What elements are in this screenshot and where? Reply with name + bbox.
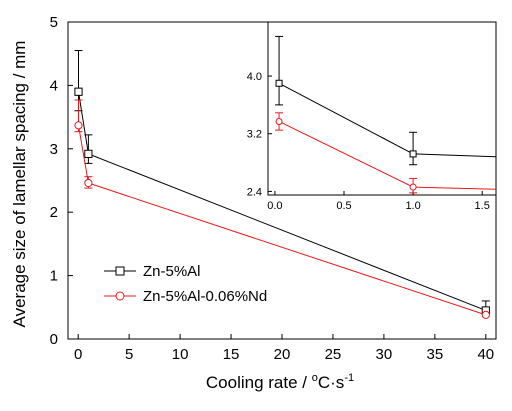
- inset-plot-frame: [267, 21, 497, 196]
- inset-data-point-zn-5-al: [409, 150, 417, 158]
- data-point-zn-5-al: [74, 87, 83, 96]
- x-axis-label-main: Cooling rate /: [206, 373, 312, 392]
- data-point-zn-5-al-0-06-nd: [74, 121, 83, 130]
- y-tick-label: 2: [50, 204, 58, 221]
- x-axis-label: Cooling rate / oC·s-1: [206, 372, 354, 392]
- x-axis-label-unit: C·s: [318, 373, 344, 392]
- y-tick-label: 0: [50, 331, 58, 348]
- data-point-zn-5-al-0-06-nd: [481, 310, 490, 320]
- y-tick-label: 1: [50, 268, 58, 285]
- legend-marker-zn-5-al: [115, 266, 125, 276]
- y-tick-label: 3: [50, 141, 58, 158]
- x-tick-label: 20: [274, 346, 291, 363]
- inset-x-tick-label: 0.0: [267, 200, 282, 212]
- x-tick-label: 5: [125, 346, 133, 363]
- y-axis-label: Average size of lamellar spacing / mm: [10, 41, 29, 328]
- inset-y-tick-label: 3.2: [247, 129, 262, 141]
- inset-axis-ticks: 0.0 0.5 1.0 1.5 2.4 3.2 4.0: [247, 71, 490, 212]
- x-tick-label: 15: [223, 346, 240, 363]
- inset-series-line-zn-5-al: [278, 82, 497, 158]
- main-plot-frame: [67, 21, 497, 340]
- x-tick-label: 10: [172, 346, 189, 363]
- main-series-layer: [74, 50, 490, 320]
- inset-x-tick-label: 0.5: [336, 200, 351, 212]
- inset-data-point-zn-5-al: [275, 79, 283, 87]
- inset-series-layer: [275, 35, 497, 194]
- inset-data-point-zn-5-al-0-06-nd: [275, 117, 283, 125]
- x-axis-label-degree: o: [312, 372, 318, 384]
- x-tick-label: 25: [325, 346, 342, 363]
- x-tick-label: 40: [477, 346, 494, 363]
- legend-label-zn-5-al: Zn-5%Al: [143, 263, 201, 280]
- x-tick-label: 0: [74, 346, 82, 363]
- legend: Zn-5%Al Zn-5%Al-0.06%Nd: [104, 263, 267, 305]
- main-axis-ticks: 0 5 10 15 20 25 30 35 40 0 1 2 3 4 5: [50, 14, 494, 363]
- inset-x-tick-label: 1.5: [475, 200, 490, 212]
- inset-data-point-zn-5-al-0-06-nd: [409, 183, 417, 191]
- x-tick-label: 30: [376, 346, 393, 363]
- legend-label-zn-5-al-0-06-nd: Zn-5%Al-0.06%Nd: [143, 288, 267, 305]
- inset-y-tick-label: 2.4: [247, 186, 262, 198]
- y-tick-label: 5: [50, 14, 58, 31]
- x-axis-label-exponent: -1: [344, 372, 354, 384]
- x-tick-label: 35: [427, 346, 444, 363]
- data-point-zn-5-al: [84, 149, 93, 158]
- data-point-zn-5-al-0-06-nd: [84, 178, 93, 188]
- inset-x-tick-label: 1.0: [405, 200, 420, 212]
- y-tick-label: 4: [50, 77, 58, 94]
- legend-marker-zn-5-al-0-06-nd: [115, 291, 125, 301]
- inset-y-tick-label: 4.0: [247, 71, 262, 83]
